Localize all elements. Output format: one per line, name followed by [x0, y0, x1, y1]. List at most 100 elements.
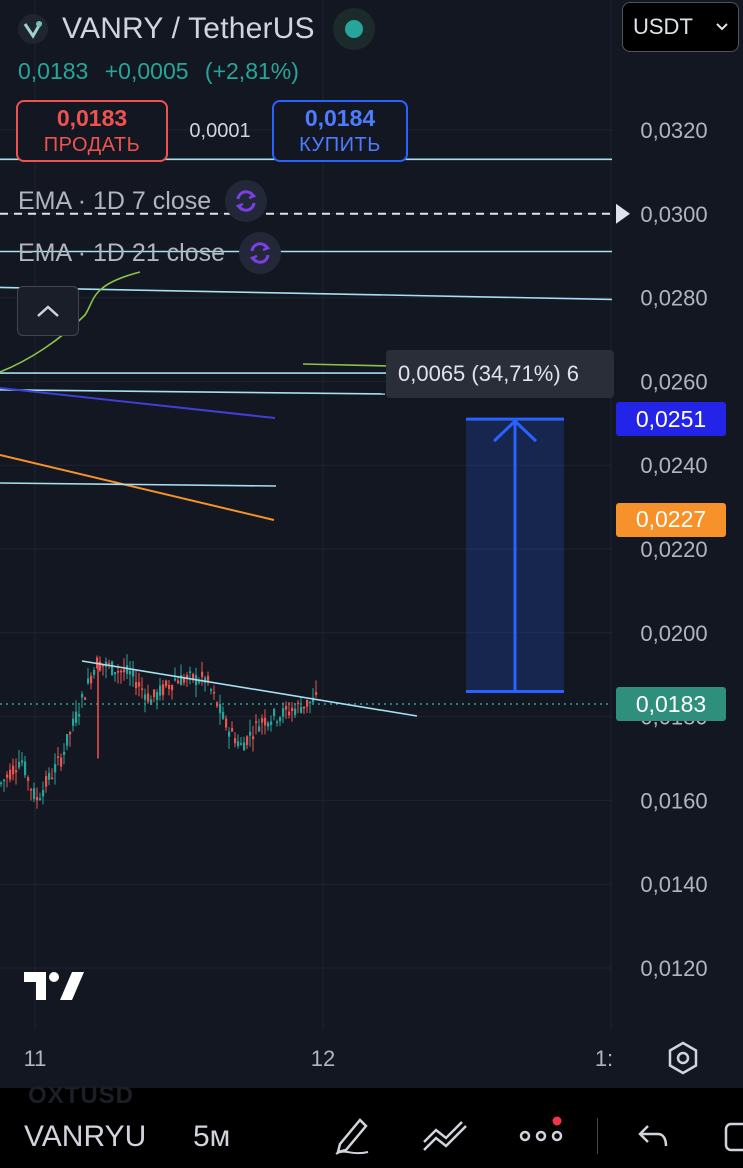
price-change-percent: (+2,81%) — [204, 58, 299, 84]
candle-body — [279, 717, 282, 721]
candle-body — [228, 731, 231, 737]
symbol-search-button[interactable]: VANRYU — [24, 1120, 147, 1153]
spread-value: 0,0001 — [189, 119, 251, 142]
candle-body — [3, 779, 6, 782]
ema7-line-segment — [302, 363, 391, 367]
candle-body — [288, 711, 291, 716]
candle-body — [6, 774, 9, 778]
candle-body — [291, 707, 294, 712]
candle-body — [168, 685, 171, 689]
candle-body — [138, 682, 141, 687]
candle-body — [177, 680, 180, 684]
candle-body — [90, 675, 93, 684]
refresh-icon[interactable] — [239, 232, 282, 274]
candle-body — [54, 764, 57, 773]
candle-body — [144, 694, 147, 700]
candle-body — [126, 665, 129, 674]
candle-body — [246, 736, 249, 746]
ema7-line — [0, 271, 141, 373]
candle-body — [63, 751, 66, 755]
candle-body — [81, 694, 84, 698]
time-tick-label: 1: — [595, 1046, 613, 1071]
interval-button[interactable]: 5м — [193, 1120, 231, 1153]
candle-body — [114, 672, 117, 675]
candle-body — [276, 721, 279, 723]
layout-icon[interactable] — [722, 1112, 743, 1161]
candle-body — [207, 675, 210, 682]
sell-label: ПРОДАТЬ — [43, 134, 141, 156]
buy-button[interactable]: 0,0184 КУПИТЬ — [272, 100, 408, 162]
price-chart[interactable]: 0,03200,03000,02800,02600,02400,02200,02… — [0, 0, 743, 1088]
price-tick-label: 0,0160 — [640, 788, 707, 813]
candle-body — [72, 718, 75, 726]
price-tick-label: 0,0300 — [640, 202, 707, 227]
refresh-icon[interactable] — [225, 180, 268, 222]
candle-body — [270, 721, 273, 725]
alert-marker-icon — [616, 203, 630, 224]
time-tick-label: 11 — [24, 1046, 47, 1071]
candle-body — [135, 681, 138, 689]
candle-body — [165, 680, 168, 687]
chart-settings-button[interactable] — [665, 1040, 701, 1081]
tradingview-logo[interactable] — [22, 968, 86, 1009]
chart-area[interactable]: 0,0320 0,0300 0,0280 0,0260 0,0240 0,0220 0,02… — [0, 0, 743, 1088]
undo-icon[interactable] — [636, 1112, 672, 1161]
candle-body — [36, 796, 39, 801]
draw-icon[interactable] — [330, 1112, 374, 1161]
price-tick-label: 0,0280 — [640, 286, 707, 311]
candle-body — [210, 689, 213, 691]
candle-body — [12, 765, 15, 775]
arrow-up-icon — [492, 419, 538, 443]
candle-body — [186, 674, 189, 680]
measure-label: 0,0065 (34,71%) 6 — [386, 350, 614, 398]
indicator-ema-21[interactable]: EMA · 1D 21 close — [18, 232, 282, 274]
candle-body — [108, 663, 111, 665]
candle-body — [198, 681, 201, 683]
symbol-title[interactable]: VANRY / TetherUS — [62, 12, 315, 45]
chevron-up-icon — [37, 305, 59, 317]
candle-body — [231, 728, 234, 732]
more-icon[interactable] — [516, 1112, 566, 1161]
candle-body — [87, 678, 90, 684]
candle-body — [201, 671, 204, 677]
sell-button[interactable]: 0,0183 ПРОДАТЬ — [16, 100, 168, 162]
indicators-icon[interactable] — [420, 1112, 470, 1161]
candle-body — [309, 701, 312, 704]
candle-body — [285, 705, 288, 710]
market-status-icon[interactable] — [332, 8, 375, 50]
candle-body — [249, 731, 252, 736]
support-line — [0, 482, 277, 487]
descending-trendline — [81, 660, 418, 717]
symbol-header[interactable]: VANRY / TetherUS — [18, 8, 375, 50]
candlestick-series — [0, 654, 318, 809]
candle-body — [99, 661, 102, 671]
candle-body — [159, 685, 162, 696]
candle-body — [132, 669, 135, 677]
candle-body — [222, 711, 225, 719]
candle-body — [75, 711, 78, 723]
candle-body — [15, 770, 18, 773]
vanry-logo-icon — [18, 14, 48, 44]
currency-value: USDT — [633, 14, 693, 39]
candle-body — [225, 718, 228, 728]
candle-body — [60, 757, 63, 767]
candle-body — [39, 798, 42, 800]
candle-body — [240, 743, 243, 745]
collapse-legend-button[interactable] — [17, 286, 79, 336]
indicator-label: EMA · 1D 7 close — [18, 186, 212, 215]
candle-body — [33, 788, 36, 800]
bottom-toolbar: OXTUSD VANRYU 5м — [0, 1082, 743, 1168]
candle-body — [48, 772, 51, 780]
price-tag-blue: 0,0251 — [616, 402, 726, 437]
candle-body — [117, 671, 120, 673]
price-tick-label: 0,0220 — [640, 537, 707, 562]
candle-body — [21, 760, 24, 763]
candle-body — [147, 693, 150, 702]
candle-body — [18, 761, 21, 768]
candle-body — [261, 718, 264, 723]
candle-body — [297, 702, 300, 705]
indicator-ema-7[interactable]: EMA · 1D 7 close — [18, 180, 268, 222]
currency-select[interactable]: USDT — [622, 2, 739, 52]
candle-body — [69, 731, 72, 735]
candle-body — [174, 678, 177, 681]
